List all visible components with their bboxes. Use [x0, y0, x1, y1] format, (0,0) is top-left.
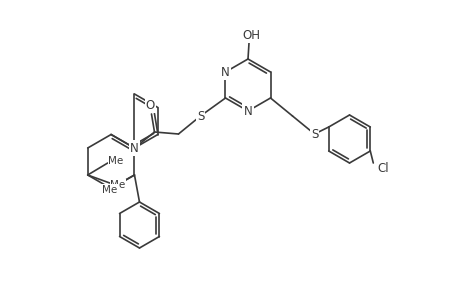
Text: S: S — [196, 110, 204, 122]
Text: N: N — [130, 142, 139, 154]
Text: N: N — [221, 65, 230, 79]
Text: O: O — [146, 98, 155, 112]
Text: N: N — [243, 104, 252, 118]
Text: Me: Me — [110, 180, 125, 190]
Text: Cl: Cl — [377, 161, 388, 175]
Text: Me: Me — [101, 185, 117, 195]
Text: OH: OH — [241, 28, 259, 41]
Text: S: S — [310, 128, 318, 140]
Text: Me: Me — [108, 156, 123, 166]
